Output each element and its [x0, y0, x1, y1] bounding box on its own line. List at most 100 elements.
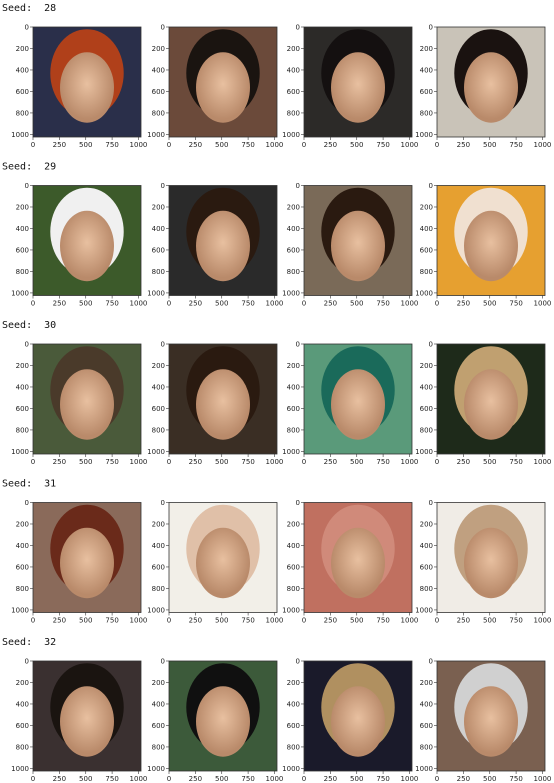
y-tick-label: 0 [161, 499, 165, 507]
y-tick-label: 800 [16, 426, 29, 434]
y-tick-label: 1000 [147, 606, 165, 614]
seed-heading: Seed: 32 [2, 637, 56, 648]
y-tick-label: 800 [420, 109, 433, 117]
x-tick-label: 0 [167, 300, 171, 308]
x-tick-label: 750 [241, 300, 254, 308]
axes-frame [168, 660, 278, 772]
y-tick-label: 600 [287, 246, 300, 254]
axes-frame [32, 26, 142, 138]
x-tick-label: 0 [302, 775, 306, 783]
y-tick-label: 600 [420, 722, 433, 730]
y-tick-label: 400 [16, 542, 29, 550]
y-tick-label: 0 [25, 340, 29, 348]
y-tick-label: 0 [296, 340, 300, 348]
y-tick-label: 200 [152, 45, 165, 53]
x-tick-label: 750 [105, 458, 118, 466]
x-tick-label: 0 [31, 300, 35, 308]
y-tick-label: 600 [152, 563, 165, 571]
y-tick-label: 400 [152, 225, 165, 233]
x-tick-label: 500 [483, 141, 496, 149]
x-tick-label: 250 [457, 617, 470, 625]
seed-heading: Seed: 30 [2, 320, 56, 331]
x-tick-label: 500 [79, 300, 92, 308]
face [60, 686, 114, 757]
axes-frame [32, 343, 142, 455]
y-tick-label: 600 [16, 722, 29, 730]
y-tick-label: 600 [287, 88, 300, 96]
x-tick-label: 750 [376, 458, 389, 466]
x-tick-label: 1000 [266, 141, 284, 149]
x-tick-label: 250 [189, 458, 202, 466]
seed-heading: Seed: 29 [2, 162, 56, 173]
y-tick-label: 600 [16, 246, 29, 254]
y-tick-label: 800 [287, 743, 300, 751]
y-tick-label: 0 [296, 657, 300, 665]
face [196, 369, 250, 440]
y-tick-label: 1000 [11, 765, 29, 773]
x-tick-label: 0 [31, 617, 35, 625]
x-tick-label: 1000 [401, 300, 419, 308]
x-tick-label: 250 [53, 300, 66, 308]
y-tick-label: 600 [152, 405, 165, 413]
x-tick-label: 0 [435, 300, 439, 308]
x-tick-label: 500 [483, 775, 496, 783]
y-tick-label: 1000 [415, 606, 433, 614]
y-tick-label: 0 [161, 182, 165, 190]
x-tick-label: 750 [105, 775, 118, 783]
y-tick-label: 800 [152, 109, 165, 117]
y-tick-label: 200 [16, 203, 29, 211]
seed-label: Seed: [2, 162, 32, 173]
y-tick-label: 0 [429, 499, 433, 507]
face [196, 527, 250, 599]
y-tick-label: 400 [420, 383, 433, 391]
x-tick-label: 0 [167, 617, 171, 625]
axes-frame [303, 26, 413, 138]
x-tick-label: 750 [241, 141, 254, 149]
y-tick-label: 400 [420, 225, 433, 233]
seed-label: Seed: [2, 479, 32, 490]
x-tick-label: 0 [435, 458, 439, 466]
y-tick-label: 800 [152, 743, 165, 751]
x-tick-label: 750 [376, 617, 389, 625]
y-tick-label: 400 [16, 383, 29, 391]
x-tick-label: 750 [376, 775, 389, 783]
axes-frame [436, 185, 546, 296]
x-tick-label: 1000 [130, 141, 148, 149]
y-tick-label: 400 [287, 225, 300, 233]
y-tick-label: 1000 [282, 448, 300, 456]
face [331, 686, 385, 757]
y-tick-label: 400 [420, 700, 433, 708]
x-tick-label: 500 [215, 617, 228, 625]
y-tick-label: 200 [287, 203, 300, 211]
x-tick-label: 0 [435, 775, 439, 783]
axes-frame [168, 502, 278, 613]
y-tick-label: 0 [296, 499, 300, 507]
face [331, 527, 385, 599]
y-tick-label: 1000 [147, 289, 165, 297]
y-tick-label: 1000 [282, 131, 300, 139]
x-tick-label: 750 [509, 141, 522, 149]
y-tick-label: 600 [420, 246, 433, 254]
y-tick-label: 200 [287, 679, 300, 687]
axes-frame [303, 660, 413, 772]
y-tick-label: 200 [420, 45, 433, 53]
x-tick-label: 250 [324, 300, 337, 308]
y-tick-label: 400 [420, 66, 433, 74]
y-tick-label: 1000 [282, 606, 300, 614]
seed-value: 28 [44, 3, 56, 14]
axes-frame [436, 502, 546, 613]
face [464, 686, 518, 757]
x-tick-label: 750 [105, 617, 118, 625]
x-tick-label: 500 [483, 300, 496, 308]
y-tick-label: 800 [16, 743, 29, 751]
x-tick-label: 250 [53, 458, 66, 466]
x-tick-label: 0 [302, 458, 306, 466]
y-tick-label: 800 [287, 109, 300, 117]
y-tick-label: 800 [420, 426, 433, 434]
